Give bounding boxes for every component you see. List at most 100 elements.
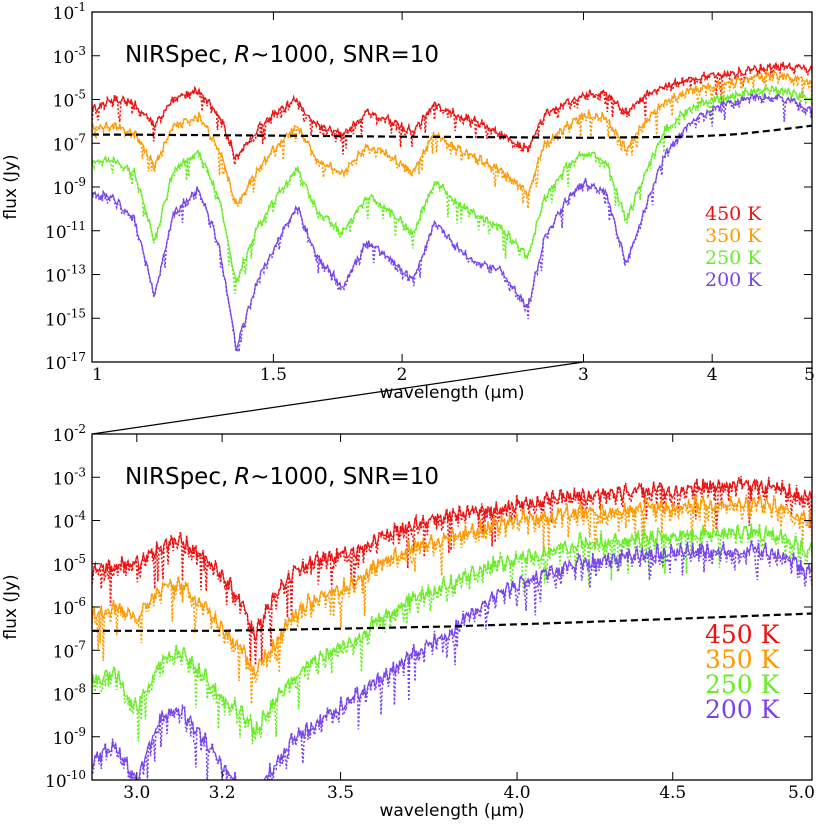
y-tick-label: 10-3 — [53, 44, 86, 68]
y-tick-label: 10-9 — [53, 175, 86, 199]
legend-entry: 200 K — [705, 269, 762, 291]
y-tick-label: 10-7 — [53, 638, 86, 662]
y-axis-label: flux (Jy) — [1, 154, 21, 219]
series-line-350k — [92, 70, 812, 205]
series-line-450k — [92, 61, 812, 160]
y-tick-label: 10-6 — [53, 595, 86, 619]
y-tick-base: 10 — [53, 48, 75, 68]
series-line-450k — [92, 477, 812, 642]
y-tick-label: 10-5 — [53, 552, 86, 576]
x-tick-label: 3.0 — [123, 783, 150, 803]
y-tick-exponent: -3 — [74, 44, 86, 58]
x-tick-label: 3.5 — [327, 783, 354, 803]
plot-area — [92, 475, 812, 780]
x-tick-label: 4.5 — [659, 783, 686, 803]
x-tick-label: 3.2 — [209, 783, 236, 803]
y-tick-exponent: -10 — [67, 768, 86, 782]
y-tick-base: 10 — [53, 513, 75, 533]
x-tick-label: 3 — [578, 365, 589, 385]
y-tick-exponent: -2 — [74, 422, 86, 436]
y-tick-exponent: -8 — [74, 682, 86, 696]
y-tick-label: 10-2 — [53, 422, 86, 446]
y-axis-label: flux (Jy) — [1, 574, 21, 639]
x-tick-label: 5.0 — [788, 783, 815, 803]
zoom-connector-left — [91, 361, 584, 435]
y-tick-base: 10 — [53, 426, 75, 446]
y-tick-exponent: -9 — [74, 725, 86, 739]
y-tick-base: 10 — [53, 135, 75, 155]
y-tick-base: 10 — [53, 599, 75, 619]
y-tick-label: 10-1 — [53, 0, 86, 24]
y-tick-base: 10 — [45, 267, 67, 287]
x-tick-label: 2 — [397, 365, 408, 385]
title-r-symbol: R — [234, 464, 250, 490]
legend-entry: 350 K — [705, 645, 781, 674]
title-r-value: ~1000, SNR=10 — [250, 464, 439, 490]
title-r-value: ~1000, SNR=10 — [250, 42, 439, 68]
series-line-250k — [92, 524, 812, 738]
legend-entry: 250 K — [705, 670, 781, 699]
y-tick-base: 10 — [53, 729, 75, 749]
title-r-symbol: R — [234, 42, 250, 68]
series-line-250k-observed — [92, 522, 812, 745]
y-tick-base: 10 — [45, 223, 67, 243]
sensitivity-line — [92, 612, 812, 632]
y-tick-exponent: -17 — [67, 350, 86, 364]
y-tick-exponent: -6 — [74, 595, 86, 609]
y-tick-label: 10-7 — [53, 131, 86, 155]
y-tick-base: 10 — [53, 556, 75, 576]
y-tick-label: 10-11 — [45, 219, 86, 243]
y-tick-exponent: -15 — [67, 306, 86, 320]
x-tick-label: 5 — [804, 365, 815, 385]
y-tick-exponent: -13 — [67, 263, 86, 277]
legend-entry: 450 K — [705, 203, 762, 225]
y-tick-label: 10-4 — [53, 509, 87, 533]
panel-title: NIRSpec, R~1000, SNR=10 — [125, 464, 439, 490]
y-tick-exponent: -4 — [74, 509, 86, 523]
sensitivity-line — [92, 124, 812, 139]
y-tick-exponent: -11 — [67, 219, 86, 233]
y-tick-base: 10 — [53, 179, 75, 199]
series-line-350k-observed — [92, 68, 812, 209]
legend-entry: 200 K — [705, 695, 781, 724]
series-line-250k — [92, 84, 812, 283]
y-tick-exponent: -7 — [74, 638, 86, 652]
x-tick-label: 1 — [92, 365, 103, 385]
y-tick-exponent: -1 — [74, 0, 86, 14]
y-tick-exponent: -3 — [74, 465, 86, 479]
y-tick-base: 10 — [45, 354, 67, 374]
plot-area — [92, 60, 812, 353]
y-tick-label: 10-17 — [45, 350, 86, 374]
title-instrument: NIRSpec, — [125, 464, 228, 490]
legend-entry: 450 K — [705, 620, 781, 649]
y-tick-base: 10 — [53, 469, 75, 489]
y-tick-base: 10 — [53, 4, 75, 24]
y-tick-label: 10-8 — [53, 682, 86, 706]
y-tick-label: 10-15 — [45, 306, 86, 330]
legend-entry: 350 K — [705, 225, 762, 247]
x-axis-label: wavelength (μm) — [379, 383, 524, 403]
y-tick-label: 10-5 — [53, 88, 86, 112]
y-tick-label: 10-9 — [53, 725, 86, 749]
series-line-200k — [92, 93, 812, 351]
y-tick-base: 10 — [45, 310, 67, 330]
y-tick-base: 10 — [53, 686, 75, 706]
panel-top: 1 1.5 2 3 4 510-1710-1510-1310-1110-910-710-5… — [1, 0, 815, 403]
y-tick-exponent: -5 — [74, 88, 86, 102]
y-tick-exponent: -5 — [74, 552, 86, 566]
x-tick-label: 4 — [707, 365, 718, 385]
y-tick-base: 10 — [53, 92, 75, 112]
panel-bottom: 3.0 3.2 3.5 4.0 4.5 5.010-1010-910-810-710-61… — [1, 422, 815, 821]
y-tick-label: 10-10 — [45, 768, 86, 792]
panel-title: NIRSpec, R~1000, SNR=10 — [125, 42, 439, 68]
legend-entry: 250 K — [705, 247, 762, 269]
series-line-200k — [92, 540, 812, 780]
y-tick-label: 10-13 — [45, 263, 86, 287]
series-line-200k-observed — [92, 91, 812, 353]
y-tick-label: 10-3 — [53, 465, 86, 489]
series-line-350k — [92, 495, 812, 678]
y-tick-base: 10 — [53, 642, 75, 662]
